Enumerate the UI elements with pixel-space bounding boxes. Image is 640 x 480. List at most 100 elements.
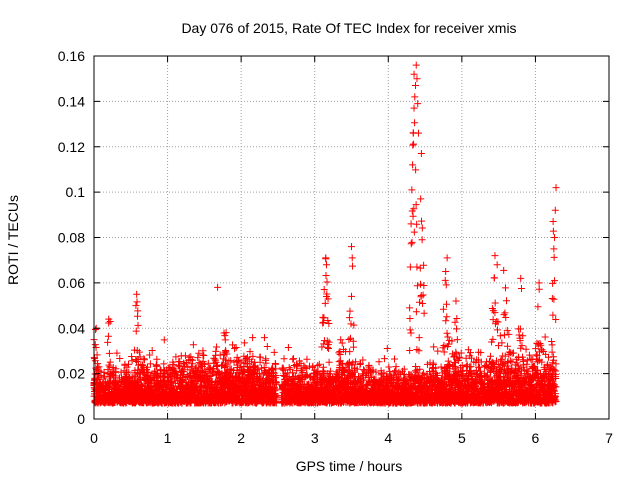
- data-point: [199, 357, 207, 365]
- data-point: [419, 300, 427, 308]
- data-point: [91, 341, 99, 349]
- data-point: [112, 365, 120, 373]
- data-point: [213, 343, 221, 351]
- data-point: [320, 340, 328, 348]
- data-point: [106, 358, 114, 366]
- data-point: [229, 341, 237, 349]
- data-point: [391, 355, 399, 363]
- data-point: [418, 224, 426, 232]
- data-point: [106, 363, 114, 371]
- data-point: [200, 360, 208, 368]
- data-point: [407, 240, 415, 248]
- data-point: [284, 344, 292, 352]
- data-point: [323, 278, 331, 286]
- data-point: [246, 348, 254, 356]
- data-point: [408, 238, 416, 246]
- data-point: [442, 317, 450, 325]
- data-point: [240, 339, 248, 347]
- data-point: [208, 369, 216, 377]
- data-point: [380, 355, 388, 363]
- data-point: [172, 367, 180, 375]
- data-point: [337, 336, 345, 344]
- data-point: [249, 352, 257, 360]
- data-point: [156, 366, 164, 374]
- data-point: [260, 334, 268, 342]
- data-point: [444, 357, 452, 365]
- data-point: [249, 379, 257, 387]
- data-point: [453, 314, 461, 322]
- data-point: [406, 346, 414, 354]
- data-point: [375, 358, 383, 366]
- data-point: [272, 365, 280, 373]
- data-point: [125, 360, 133, 368]
- data-point: [92, 325, 100, 333]
- data-point: [128, 352, 136, 360]
- data-point: [249, 334, 257, 342]
- data-point: [417, 280, 425, 288]
- data-point: [189, 356, 197, 364]
- data-point: [136, 353, 144, 361]
- data-point: [212, 358, 220, 366]
- data-point: [133, 298, 141, 306]
- chart-title: Day 076 of 2015, Rate Of TEC Index for r…: [181, 20, 516, 36]
- data-point: [152, 362, 160, 370]
- data-point: [110, 369, 118, 377]
- data-point: [240, 359, 248, 367]
- data-point: [409, 212, 417, 220]
- data-point: [215, 368, 223, 376]
- data-point: [453, 336, 461, 344]
- data-point: [349, 262, 357, 270]
- data-point: [322, 271, 330, 279]
- data-point: [256, 353, 264, 361]
- data-point: [272, 372, 280, 380]
- data-point: [406, 326, 414, 334]
- data-point: [178, 367, 186, 375]
- data-point: [412, 308, 420, 316]
- data-point: [250, 363, 258, 371]
- data-point: [338, 339, 346, 347]
- data-point: [325, 320, 333, 328]
- data-point: [153, 362, 161, 370]
- data-point: [221, 336, 229, 344]
- data-point: [181, 352, 189, 360]
- data-point: [444, 333, 452, 341]
- data-point: [443, 329, 451, 337]
- data-point: [440, 348, 448, 356]
- data-point: [434, 347, 442, 355]
- data-point: [409, 141, 417, 149]
- data-point: [213, 362, 221, 370]
- data-point: [270, 348, 278, 356]
- data-point: [175, 362, 183, 370]
- data-point: [345, 335, 353, 343]
- data-point: [146, 360, 154, 368]
- data-point: [415, 298, 423, 306]
- data-point: [148, 346, 156, 354]
- data-point: [451, 318, 459, 326]
- data-point: [212, 347, 220, 355]
- data-point: [501, 284, 509, 292]
- data-point: [233, 353, 241, 361]
- data-point: [199, 347, 207, 355]
- data-point: [232, 344, 240, 352]
- data-point: [505, 330, 513, 338]
- data-point: [100, 368, 108, 376]
- data-point: [200, 351, 208, 359]
- data-point: [413, 282, 421, 290]
- data-point: [406, 314, 414, 322]
- data-point: [93, 351, 101, 359]
- data-point: [221, 332, 229, 340]
- data-point: [385, 363, 393, 371]
- data-point: [112, 372, 120, 380]
- data-point: [319, 318, 327, 326]
- data-point: [160, 360, 168, 368]
- data-point: [231, 345, 239, 353]
- data-point: [194, 354, 202, 362]
- data-point: [280, 355, 288, 363]
- data-point: [105, 361, 113, 369]
- data-point: [315, 360, 323, 368]
- data-point: [189, 341, 197, 349]
- data-point: [350, 343, 358, 351]
- data-point: [104, 338, 112, 346]
- data-point: [222, 356, 230, 364]
